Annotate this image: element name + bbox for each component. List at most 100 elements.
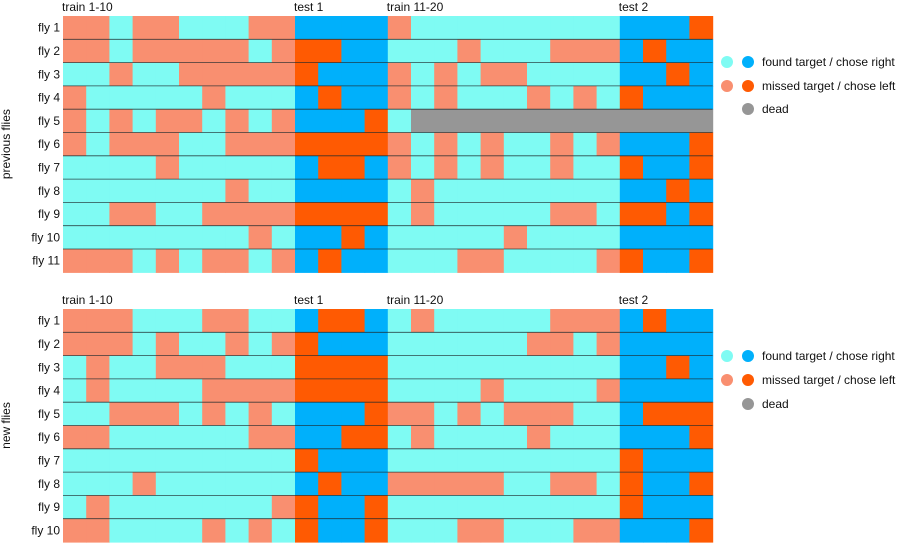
cell	[63, 448, 87, 473]
row-label: fly 1	[38, 21, 60, 35]
cell	[364, 62, 389, 87]
cell	[527, 202, 551, 227]
cell	[341, 85, 366, 110]
cell	[155, 425, 180, 450]
cell	[109, 62, 134, 87]
legend-missed-train-swatch	[721, 374, 733, 386]
cell	[387, 309, 412, 333]
cell	[689, 518, 714, 543]
cell	[689, 202, 714, 227]
row-label: fly 5	[38, 407, 60, 421]
cell	[179, 249, 203, 273]
cell	[411, 495, 435, 520]
panel-previous-flies: train 1-10 test 1 train 11-20 test 2 previou…	[0, 0, 714, 273]
cell	[596, 249, 621, 273]
cell	[155, 402, 180, 427]
cell	[225, 402, 250, 427]
cell	[596, 448, 621, 473]
cell	[457, 378, 482, 403]
cell	[689, 249, 714, 273]
cell	[109, 309, 134, 333]
cell	[248, 495, 273, 520]
cell	[643, 179, 667, 203]
cell	[155, 495, 180, 520]
cell	[225, 179, 250, 203]
cell	[527, 85, 551, 110]
cell	[480, 249, 505, 273]
cell	[666, 518, 690, 543]
cell	[86, 179, 110, 203]
cell	[411, 332, 435, 357]
cell	[527, 355, 551, 380]
cell	[295, 202, 319, 227]
cell	[666, 448, 690, 473]
cell	[573, 332, 598, 357]
cell	[573, 448, 598, 473]
cell	[86, 448, 110, 473]
cell	[225, 155, 250, 180]
cell	[550, 85, 574, 110]
cell	[457, 179, 482, 203]
cell	[619, 179, 644, 203]
row-label: fly 2	[38, 44, 60, 58]
cell	[63, 378, 87, 403]
cell	[619, 85, 644, 110]
cell	[63, 16, 87, 40]
cell	[503, 355, 528, 380]
cell	[503, 249, 528, 273]
cell	[689, 179, 714, 203]
cell	[573, 225, 598, 250]
cell	[550, 202, 574, 227]
cell	[318, 378, 342, 403]
legend-missed-label: missed target / chose left	[762, 373, 896, 387]
cell	[434, 225, 458, 250]
cell	[411, 62, 435, 87]
cell	[434, 202, 458, 227]
cell	[550, 332, 574, 357]
cell	[155, 202, 180, 227]
cell	[179, 425, 203, 450]
cell	[619, 225, 644, 250]
cell	[132, 249, 157, 273]
cell	[63, 249, 87, 273]
cell	[202, 225, 226, 250]
cell	[109, 249, 134, 273]
cell	[457, 355, 482, 380]
cell	[248, 518, 273, 543]
cell	[63, 472, 87, 496]
cell	[225, 109, 250, 134]
cell	[434, 179, 458, 203]
cell	[411, 448, 435, 473]
cell	[202, 495, 226, 520]
row-label: fly 1	[38, 314, 60, 328]
cell	[318, 155, 342, 180]
cell	[596, 16, 621, 40]
cell	[63, 132, 87, 157]
cell	[573, 202, 598, 227]
cell	[179, 179, 203, 203]
cell	[689, 378, 714, 403]
cell	[109, 378, 134, 403]
cell	[387, 518, 412, 543]
cell	[434, 132, 458, 157]
cell	[643, 85, 667, 110]
cell	[689, 355, 714, 380]
cell	[271, 249, 296, 273]
cell	[666, 202, 690, 227]
cell	[179, 202, 203, 227]
cell	[434, 472, 458, 496]
cell	[666, 132, 690, 157]
cell	[155, 132, 180, 157]
row-label: fly 3	[38, 67, 60, 81]
cell	[318, 355, 342, 380]
cell	[225, 249, 250, 273]
cell	[63, 225, 87, 250]
cell	[527, 62, 551, 87]
cell	[364, 225, 389, 250]
cell	[619, 109, 644, 134]
cell	[596, 309, 621, 333]
cell	[666, 425, 690, 450]
cell	[480, 225, 505, 250]
cell	[318, 16, 342, 40]
cell	[666, 225, 690, 250]
